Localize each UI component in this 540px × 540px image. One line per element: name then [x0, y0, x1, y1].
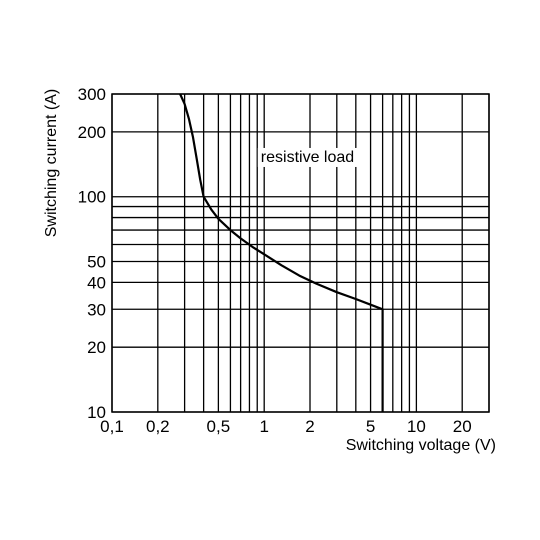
series-line [179, 93, 384, 412]
x-tick-label: 0,5 [207, 417, 231, 436]
y-tick-label: 10 [87, 403, 106, 422]
y-tick-label: 30 [87, 300, 106, 319]
x-tick-label: 0,2 [146, 417, 170, 436]
y-tick-label: 200 [78, 123, 106, 142]
x-tick-label: 0,1 [100, 417, 124, 436]
y-tick-label: 100 [78, 188, 106, 207]
annotation-background [257, 147, 358, 167]
y-tick-label: 300 [78, 85, 106, 104]
annotation-label: resistive load [261, 149, 354, 166]
plot-frame [111, 93, 490, 413]
series-layer [179, 93, 384, 412]
y-tick-label: 50 [87, 253, 106, 272]
x-tick-label: 1 [259, 417, 268, 436]
x-tick-label: 5 [366, 417, 375, 436]
x-tick-label: 10 [407, 417, 426, 436]
x-axis-label: Switching voltage (V) [346, 437, 496, 454]
y-tick-label: 40 [87, 273, 106, 292]
annotations: resistive load [257, 147, 358, 167]
y-tick-label: 20 [87, 338, 106, 357]
grid [111, 93, 490, 413]
x-tick-label: 20 [453, 417, 472, 436]
y-axis-label: Switching current (A) [43, 89, 60, 238]
x-tick-label: 2 [305, 417, 314, 436]
x-tick-labels: 0,1 0,2 0,5 1 2 5 10 20 [100, 417, 471, 436]
